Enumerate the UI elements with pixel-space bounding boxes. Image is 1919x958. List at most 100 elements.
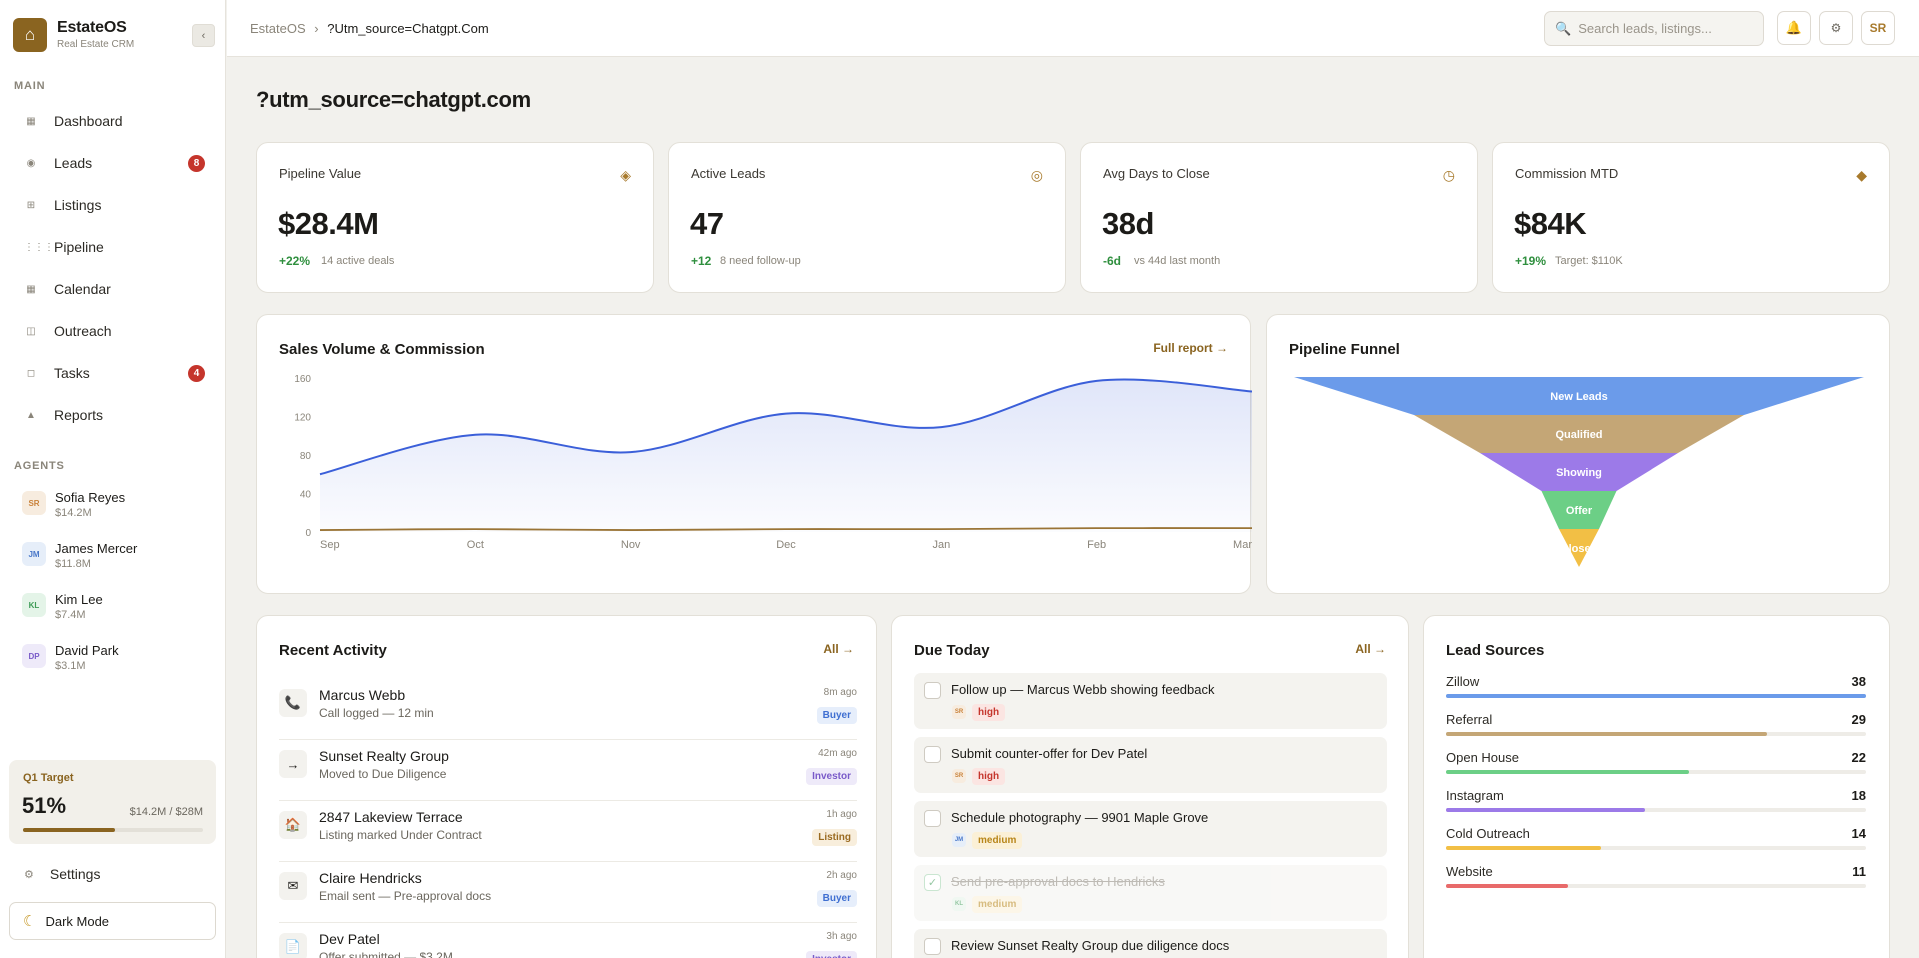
lead-source-row: Website 11 (1446, 864, 1866, 894)
due-task-item[interactable]: Schedule photography — 9901 Maple Grove J… (914, 801, 1387, 857)
task-checkbox[interactable] (924, 810, 941, 827)
funnel-stage[interactable] (1541, 491, 1617, 529)
agent-avatar: KL (22, 593, 46, 617)
funnel-stage[interactable] (1294, 377, 1864, 415)
kpi-label: Avg Days to Close (1103, 166, 1210, 181)
activity-item[interactable]: → Sunset Realty Group Moved to Due Diligen… (279, 740, 857, 801)
sidebar-item-pipeline[interactable]: ⋮⋮⋮ Pipeline (10, 229, 215, 265)
due-today-card: Due Today All → Follow up — Marcus Webb … (891, 615, 1409, 958)
topbar: EstateOS › ?Utm_source=Chatgpt.Com 🔍 Sea… (227, 0, 1919, 57)
activity-item[interactable]: 🏠 2847 Lakeview Terrace Listing marked Und… (279, 801, 857, 862)
activity-tag: Investor (806, 951, 857, 958)
settings-gear-button[interactable]: ⚙ (1819, 11, 1853, 45)
task-checkbox[interactable] (924, 682, 941, 699)
home-icon[interactable]: ⌂ (13, 18, 47, 52)
lead-source-bar (1446, 694, 1866, 698)
sales-area-fill (320, 379, 1252, 532)
activity-time: 2h ago (826, 870, 857, 881)
activity-item[interactable]: 📄 Dev Patel Offer submitted — $3.2M 3h ago I… (279, 923, 857, 958)
funnel-svg: New Leads Qualified Showing Offer Closed (1294, 377, 1864, 567)
activity-tag: Buyer (816, 890, 857, 907)
agent-item[interactable]: DP David Park $3.1M (22, 639, 217, 679)
sidebar-item-label: Outreach (54, 323, 112, 339)
moon-icon: ☾ (23, 913, 37, 930)
sidebar-item-label: Pipeline (54, 239, 104, 255)
due-task-item[interactable]: Follow up — Marcus Webb showing feedback… (914, 673, 1387, 729)
activity-name: Marcus Webb (319, 687, 406, 703)
x-tick-label: Dec (776, 539, 796, 551)
agent-avatar: SR (22, 491, 46, 515)
target-icon: ◎ (1030, 167, 1043, 183)
sidebar-item-label: Dashboard (54, 113, 123, 129)
funnel-stage[interactable] (1559, 529, 1599, 567)
sidebar-item-calendar[interactable]: ▦ Calendar (10, 271, 215, 307)
activity-name: Dev Patel (319, 931, 380, 947)
activity-item[interactable]: ✉ Claire Hendricks Email sent — Pre-approv… (279, 862, 857, 923)
q1-progress-fill (23, 828, 115, 832)
agent-item[interactable]: JM James Mercer $11.8M (22, 537, 217, 577)
activity-time: 3h ago (826, 931, 857, 942)
breadcrumb-current: ?Utm_source=Chatgpt.Com (327, 21, 489, 36)
funnel-stage[interactable] (1480, 453, 1678, 491)
notifications-bell-icon[interactable]: 🔔 (1777, 11, 1811, 45)
task-checkbox[interactable] (924, 938, 941, 955)
main-section-label: MAIN (14, 80, 46, 92)
task-text: Send pre-approval docs to Hendricks (951, 874, 1165, 889)
sidebar-item-listings[interactable]: ⊞ Listings (10, 187, 215, 223)
kpi-card: Pipeline Value ◈ $28.4M +22% 14 active deals (256, 142, 654, 293)
breadcrumb-root[interactable]: EstateOS (250, 21, 306, 36)
sidebar-item-outreach[interactable]: ◫ Outreach (10, 313, 215, 349)
recent-activity-title: Recent Activity (279, 642, 387, 659)
search-input[interactable]: 🔍 Search leads, listings... (1544, 11, 1764, 46)
house-icon: 🏠 (279, 811, 307, 839)
clock-icon: ◷ (1442, 167, 1455, 183)
breadcrumb-separator: › (314, 21, 319, 36)
due-task-item[interactable]: Submit counter-offer for Dev Patel SR high (914, 737, 1387, 793)
due-task-item[interactable]: ✓ Send pre-approval docs to Hendricks KL me… (914, 865, 1387, 921)
lead-source-name: Zillow (1446, 674, 1480, 689)
activity-name: Claire Hendricks (319, 870, 422, 886)
activity-tag: Buyer (816, 707, 857, 724)
settings-label: Settings (49, 866, 101, 882)
sidebar-item-tasks[interactable]: ◻ Tasks 4 (10, 355, 215, 391)
leads-icon: ◉ (26, 157, 36, 169)
kpi-card: Avg Days to Close ◷ 38d -6d vs 44d last mont… (1080, 142, 1478, 293)
x-tick-label: Mar (1233, 539, 1252, 551)
agent-avatar: JM (22, 542, 46, 566)
lead-source-name: Cold Outreach (1446, 826, 1530, 841)
breadcrumb: EstateOS › ?Utm_source=Chatgpt.Com (250, 21, 489, 36)
activity-time: 1h ago (826, 809, 857, 820)
lead-source-name: Open House (1446, 750, 1519, 765)
activity-item[interactable]: 📞 Marcus Webb Call logged — 12 min 8m ago Bu… (279, 679, 857, 740)
sidebar-item-reports[interactable]: ▲ Reports (10, 397, 215, 433)
sales-chart-svg: 0 40 80 120 160 Sep Oct Nov Dec Jan Feb Mar (294, 374, 1252, 551)
dark-mode-toggle[interactable]: ☾ Dark Mode (9, 902, 216, 940)
agent-item[interactable]: SR Sofia Reyes $14.2M (22, 486, 217, 526)
collapse-sidebar-button[interactable]: ‹ (192, 24, 215, 47)
sidebar-item-leads[interactable]: ◉ Leads 8 (10, 145, 215, 181)
activity-all-link[interactable]: All → (823, 642, 854, 656)
count-badge: 8 (188, 155, 205, 172)
kpi-value: $28.4M (278, 206, 379, 241)
x-tick-label: Jan (932, 539, 950, 551)
activity-description: Listing marked Under Contract (319, 828, 482, 842)
settings-nav-item[interactable]: ⚙ Settings (24, 866, 100, 882)
due-all-link[interactable]: All → (1355, 642, 1386, 656)
arrow-right-icon: → (279, 750, 307, 778)
agent-item[interactable]: KL Kim Lee $7.4M (22, 588, 217, 628)
task-checkbox[interactable] (924, 746, 941, 763)
user-avatar[interactable]: SR (1861, 11, 1895, 45)
agent-name: Kim Lee (55, 592, 103, 607)
kpi-subtext: 14 active deals (321, 255, 395, 267)
full-report-link[interactable]: Full report → (1153, 341, 1228, 355)
task-checkbox[interactable]: ✓ (924, 874, 941, 891)
funnel-stage-label: Qualified (1555, 429, 1602, 441)
sidebar-item-dashboard[interactable]: ▦ Dashboard (10, 103, 215, 139)
due-task-item[interactable]: Review Sunset Realty Group due diligence… (914, 929, 1387, 958)
funnel-stage[interactable] (1414, 415, 1744, 453)
kpi-card: Commission MTD ◆ $84K +19% Target: $110K (1492, 142, 1890, 293)
activity-tag: Listing (812, 829, 857, 846)
task-priority-badge: medium (972, 832, 1023, 849)
agent-name: David Park (55, 643, 119, 658)
lead-source-bar-fill (1446, 846, 1601, 850)
